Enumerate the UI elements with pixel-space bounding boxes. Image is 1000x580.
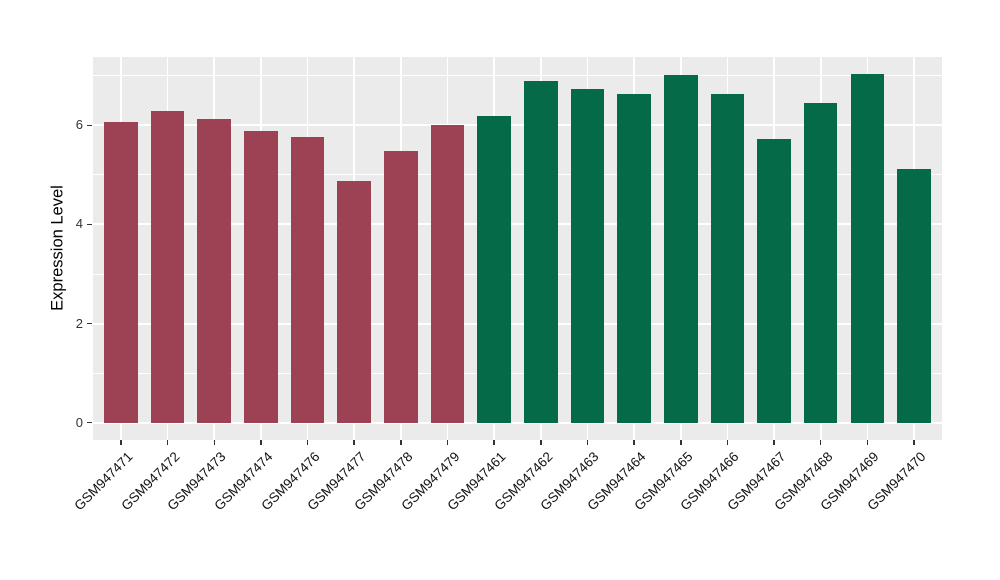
bar-GSM947464 <box>617 94 651 423</box>
x-tick-mark <box>866 440 869 445</box>
bar-GSM947476 <box>290 136 325 423</box>
x-tick-mark <box>680 440 682 445</box>
gridline-major <box>93 322 942 325</box>
bar-GSM947472 <box>150 111 185 423</box>
bar-GSM947473 <box>197 118 232 423</box>
bar-GSM947468 <box>803 103 838 423</box>
x-tick-mark <box>166 440 169 445</box>
bar-GSM947471 <box>104 121 138 423</box>
gridline-minor <box>93 174 942 176</box>
bar-GSM947474 <box>244 130 278 423</box>
gridline-major <box>93 421 942 424</box>
bar-GSM947477 <box>337 180 371 423</box>
x-tick-mark <box>400 440 402 445</box>
bar-GSM947463 <box>570 89 605 423</box>
plot-panel <box>93 57 942 440</box>
y-tick-mark <box>87 421 92 424</box>
x-tick-mark <box>493 440 495 445</box>
x-tick-mark <box>913 440 915 445</box>
x-tick-mark <box>540 440 542 445</box>
x-tick-mark <box>773 440 775 445</box>
bar-GSM947469 <box>850 74 885 423</box>
x-tick-mark <box>213 440 216 445</box>
y-axis-title: Expression Level <box>48 185 67 311</box>
x-tick-mark <box>586 440 589 445</box>
gridline-minor <box>93 75 942 77</box>
y-tick-label: 4 <box>75 216 83 232</box>
x-tick-mark <box>819 440 822 445</box>
bar-GSM947478 <box>384 151 418 423</box>
x-tick-mark <box>120 440 122 445</box>
x-tick-mark <box>633 440 635 445</box>
gridline-minor <box>93 372 942 374</box>
y-tick-label: 2 <box>75 315 83 331</box>
gridline-minor <box>93 273 942 275</box>
y-tick-mark <box>87 223 92 226</box>
bar-GSM947479 <box>430 125 465 423</box>
y-tick-label: 6 <box>75 117 83 133</box>
bar-GSM947466 <box>710 94 745 423</box>
x-tick-mark <box>306 440 309 445</box>
gridline-major <box>93 223 942 226</box>
bar-GSM947462 <box>524 80 558 423</box>
x-tick-mark <box>353 440 355 445</box>
y-tick-label: 0 <box>75 414 83 430</box>
x-tick-mark <box>726 440 729 445</box>
bar-GSM947461 <box>477 115 511 423</box>
y-tick-mark <box>87 124 92 127</box>
gridline-major <box>93 124 942 127</box>
bar-GSM947465 <box>663 75 698 423</box>
bar-GSM947470 <box>897 169 931 423</box>
x-tick-mark <box>260 440 262 445</box>
x-tick-mark <box>446 440 449 445</box>
bar-GSM947467 <box>757 139 791 423</box>
y-tick-mark <box>87 322 92 325</box>
